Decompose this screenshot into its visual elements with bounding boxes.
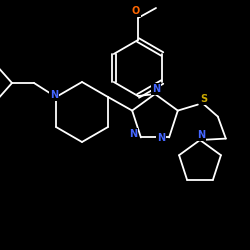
Text: N: N bbox=[197, 130, 205, 140]
Text: O: O bbox=[132, 6, 140, 16]
Text: N: N bbox=[50, 90, 58, 100]
Text: N: N bbox=[157, 134, 165, 143]
Text: S: S bbox=[200, 94, 207, 104]
Text: N: N bbox=[129, 130, 137, 140]
Text: N: N bbox=[152, 84, 160, 94]
